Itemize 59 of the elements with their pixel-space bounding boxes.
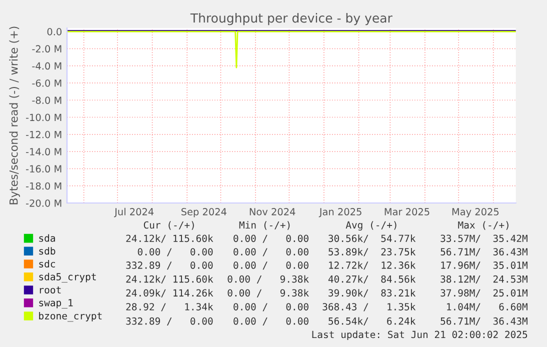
text: 0.00 / 0.00 — [234, 262, 308, 270]
text: 56.54k/ 6.24k — [328, 317, 416, 326]
text: Cur (-/+) — [144, 221, 194, 230]
legend-label: sda — [39, 234, 55, 242]
y-tick-label: -10.0 M — [26, 114, 62, 122]
y-tick-label: -6.0 M — [32, 79, 62, 87]
text: 28.92 / 1.34k — [126, 302, 214, 312]
x-tick-label: Sep 2024 — [181, 208, 226, 218]
x-tick-label: May 2025 — [452, 208, 499, 218]
y-tick-label: 0.0 — [47, 28, 62, 36]
legend-label: swap_1 — [39, 299, 73, 309]
y-tick-label: -16.0 M — [26, 165, 62, 173]
text: 0.00 / 0.00 — [234, 303, 308, 312]
text: 17.96M/ 35.01M — [441, 262, 528, 270]
legend-label: sdb — [39, 247, 56, 255]
chart-title: Throughput per device - by year — [190, 13, 392, 26]
text: 0.00 / 0.00 — [234, 317, 308, 326]
text: Max (-/+) — [458, 221, 508, 230]
text: 39.90k/ 83.21k — [328, 289, 416, 298]
text: Min (-/+) — [239, 221, 290, 230]
y-tick-label: -18.0 M — [26, 182, 62, 190]
text: 56.71M/ 36.43M — [440, 248, 528, 256]
text: 38.12M/ 24.53M — [440, 275, 528, 284]
y-tick-label: -12.0 M — [26, 130, 62, 138]
x-tick-label: Nov 2024 — [250, 208, 296, 216]
text: 53.89k/ 23.75k — [328, 248, 416, 256]
x-tick-label: Jul 2024 — [114, 208, 154, 218]
y-tick-label: -2.0 M — [32, 45, 62, 53]
text: 0.00 / 0.00 — [234, 234, 308, 243]
text: 56.71M/ 36.43M — [440, 317, 528, 326]
text: 332.89 / 0.00 — [126, 262, 213, 270]
text: 33.57M/ 35.42M — [440, 234, 528, 243]
text: 24.09k/ 114.26k — [126, 289, 214, 298]
text: 12.72k/ 12.36k — [329, 261, 416, 270]
text: 0.00 / 0.00 — [234, 248, 308, 256]
x-tick-label: Jan 2025 — [318, 208, 362, 218]
text: 332.89 / 0.00 — [126, 317, 213, 326]
text: 0.00 / 9.38k — [228, 289, 309, 298]
text: 37.98M/ 25.01M — [440, 289, 528, 298]
legend-label: root — [40, 286, 61, 294]
y-tick-label: -8.0 M — [32, 96, 62, 104]
text: 30.56k/ 54.77k — [328, 234, 416, 243]
text: 0.00 / 9.38k — [228, 275, 309, 284]
text: 1.04M/ 6.60M — [447, 303, 528, 312]
legend-label: sda5_crypt — [39, 272, 96, 283]
legend-label: sdc — [39, 260, 55, 268]
y-axis-title: Bytes/second read (-) / write (+) — [9, 26, 20, 204]
y-tick-label: -20.0 M — [26, 199, 62, 207]
y-tick-label: -14.0 M — [26, 148, 62, 156]
text: Avg (-/+) — [346, 221, 396, 231]
legend-label: bzone_crypt — [39, 312, 102, 322]
text: 24.12k/ 115.60k — [126, 275, 214, 284]
x-tick-label: Mar 2025 — [384, 208, 430, 216]
text: 368.43 / 1.35k — [322, 302, 416, 312]
text: Last update: Sat Jun 21 02:00:02 2025 — [312, 330, 528, 340]
text: 24.12k/ 115.60k — [126, 234, 214, 243]
y-tick-label: -4.0 M — [32, 62, 62, 70]
text: 0.00 / 0.00 — [138, 248, 213, 256]
text: 40.27k/ 84.56k — [328, 275, 416, 284]
